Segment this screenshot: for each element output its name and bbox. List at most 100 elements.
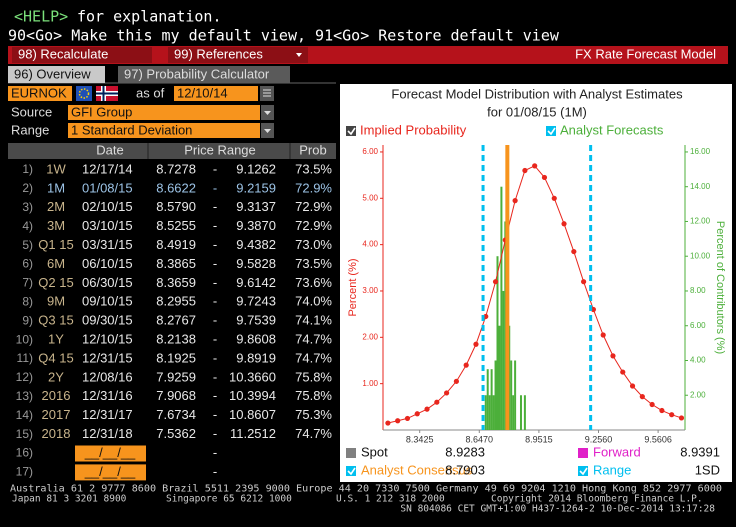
row-number: 16)	[16, 446, 33, 460]
row-date: 09/10/15	[82, 294, 133, 309]
checkmark	[547, 127, 556, 136]
x-tick-label: 8.3425	[406, 434, 434, 444]
checkbox[interactable]	[346, 466, 356, 476]
row-prob: 72.9%	[295, 199, 332, 214]
probability-point	[678, 415, 685, 421]
row-term: 2018	[42, 426, 71, 441]
forecast-bar	[500, 186, 503, 430]
checkbox[interactable]	[346, 126, 356, 136]
eu-flag	[76, 86, 92, 101]
probability-point	[639, 394, 645, 400]
row-term: Q1 15	[38, 237, 73, 252]
source-box[interactable]	[68, 105, 260, 120]
row-number: 13)	[16, 389, 33, 403]
forecast-bar	[514, 360, 517, 430]
date-input[interactable]	[75, 445, 146, 462]
probability-point	[571, 248, 577, 255]
legend-label: Analyst Consensus	[361, 462, 473, 477]
y2-tick-label: 16.00	[690, 147, 711, 156]
default-view: 90<Go> Make this my default view, 91<Go>…	[8, 27, 560, 45]
row-low: 8.7278	[156, 161, 196, 176]
checkbox[interactable]	[346, 448, 356, 458]
row-low: 8.3865	[156, 256, 196, 271]
probability-point	[600, 332, 606, 338]
toolbar-title: FX Rate Forecast Model	[575, 46, 716, 61]
ticker-box[interactable]	[8, 86, 72, 101]
tab-label[interactable]: 96) Overview	[14, 66, 91, 81]
chart-title: Forecast Model Distribution with Analyst…	[391, 86, 683, 101]
dropdown-arrow	[296, 53, 302, 57]
footer-text: Copyright 2014 Bloomberg Finance L.P.	[491, 494, 703, 505]
column-header: Date	[96, 142, 123, 157]
row-number: 8)	[22, 294, 33, 308]
row-term: 3M	[47, 218, 65, 233]
row-term: 2M	[47, 199, 65, 214]
y-tick-label: 4.00	[362, 240, 378, 249]
row-prob: 75.8%	[295, 388, 332, 403]
forecast-bar	[512, 395, 515, 430]
forecast-bar	[494, 360, 497, 430]
probability-point	[473, 341, 479, 347]
forecast-bar	[519, 395, 522, 430]
row-high: 9.8919	[236, 350, 276, 365]
row-low: 8.3659	[156, 275, 196, 290]
toolbar-button[interactable]: 99) References	[174, 46, 263, 61]
probability-point	[610, 353, 616, 359]
row-number: 3)	[22, 200, 33, 214]
probability-point	[551, 195, 557, 201]
row-separator: -	[213, 388, 217, 403]
row-date: 12/31/17	[82, 407, 133, 422]
probability-point	[404, 415, 411, 422]
probability-point	[649, 401, 655, 408]
row-date: __/__/__	[84, 464, 136, 479]
as-of-box[interactable]	[174, 86, 258, 101]
tab-label[interactable]: 97) Probability Calculator	[124, 66, 270, 81]
legend-label: Forward	[593, 444, 641, 459]
y2-tick-label: 12.00	[690, 217, 711, 226]
x-tick-label: 9.2560	[585, 434, 613, 444]
row-separator: -	[213, 199, 217, 214]
range-box[interactable]	[68, 123, 260, 138]
probability-point	[434, 399, 440, 405]
column-header: Prob	[299, 142, 326, 157]
y2-tick-label: 14.00	[690, 182, 711, 191]
row-separator: -	[213, 426, 217, 441]
tab[interactable]	[8, 66, 105, 83]
row-term: Q2 15	[38, 275, 73, 290]
row-date: 12/10/15	[82, 332, 133, 347]
row-separator: -	[213, 256, 217, 271]
toolbar-button[interactable]: 98) Recalculate	[18, 46, 108, 61]
row-prob: 72.9%	[295, 180, 332, 195]
checkmark	[579, 467, 588, 476]
date-input[interactable]	[75, 464, 146, 481]
probability-point	[512, 198, 518, 204]
row-low: 8.2767	[156, 313, 196, 328]
row-number: 9)	[22, 313, 33, 327]
source-label: Source	[11, 104, 52, 119]
row-date: 12/17/14	[82, 161, 133, 176]
checkbox[interactable]	[578, 448, 588, 458]
marker-line	[505, 145, 510, 430]
row-low: 8.2138	[156, 332, 196, 347]
tab[interactable]	[118, 66, 290, 83]
help-text: for explanation.	[77, 8, 222, 26]
row-date: 02/10/15	[82, 199, 133, 214]
help-key[interactable]: <HELP>	[14, 8, 68, 26]
x-tick-label: 8.6470	[466, 434, 494, 444]
row-low: 8.2955	[156, 294, 196, 309]
row-high: 10.8607	[229, 407, 276, 422]
row-number: 7)	[22, 276, 33, 290]
row-separator: -	[213, 313, 217, 328]
probability-point	[463, 362, 469, 368]
forecast-bar	[488, 395, 491, 430]
chart-subtitle: for 01/08/15 (1M)	[487, 104, 587, 119]
probability-point	[424, 406, 430, 412]
row-high: 10.3660	[229, 369, 276, 384]
checkbox[interactable]	[578, 466, 588, 476]
x-tick-label: 9.5606	[644, 434, 672, 444]
row-number: 11)	[17, 351, 33, 365]
row-separator: -	[213, 180, 217, 195]
probability-point	[492, 279, 499, 285]
checkbox[interactable]	[546, 126, 556, 136]
